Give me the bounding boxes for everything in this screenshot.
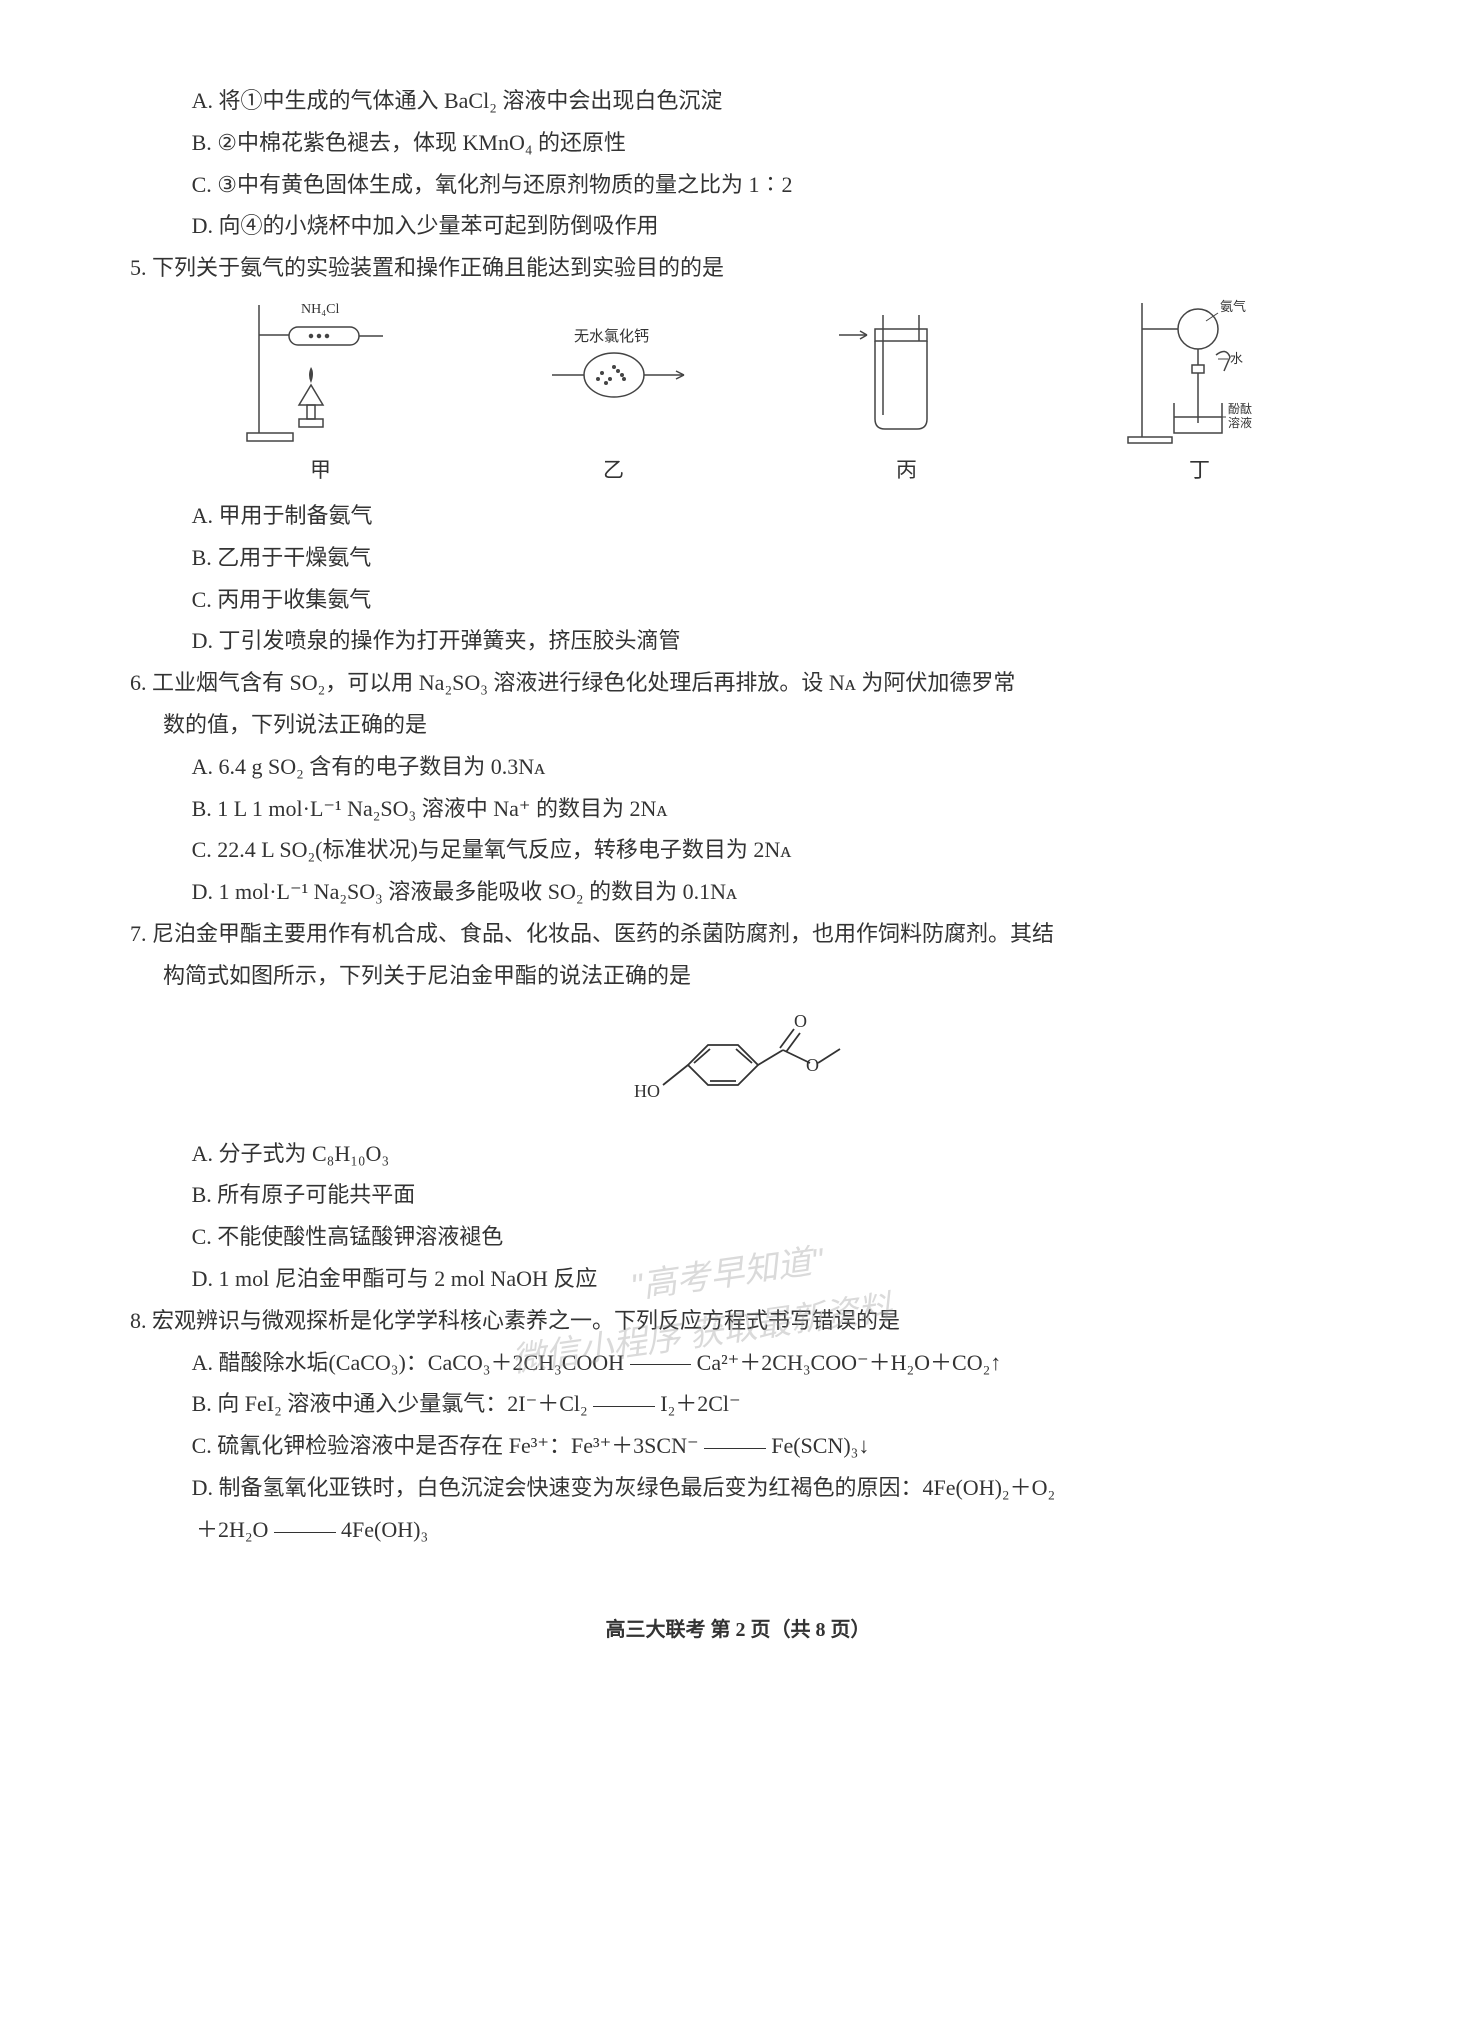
q7-stem-l2: 构简式如图所示，下列关于尼泊金甲酯的说法正确的是 (130, 955, 1346, 997)
gas-label: 氨气 (1220, 299, 1246, 314)
q8-a-post: Ca²⁺＋2CH₃COO⁻＋H₂O＋CO₂↑ (697, 1350, 1002, 1375)
q8-option-c: C. 硫氰化钾检验溶液中是否存在 Fe³⁺：Fe³⁺＋3SCN⁻ Fe(SCN)… (130, 1425, 1346, 1467)
q4-option-d: D. 向④的小烧杯中加入少量苯可起到防倒吸作用 (130, 205, 1346, 247)
O-double-label: O (794, 1011, 807, 1031)
diagram-label-bing: 丙 (896, 451, 917, 491)
q7-stem-l1: 7. 尼泊金甲酯主要用作有机合成、食品、化妆品、医药的杀菌防腐剂，也用作饲料防腐… (163, 913, 1346, 955)
q7-structure: HO O O (130, 1005, 1346, 1125)
q7-option-b: B. 所有原子可能共平面 (130, 1174, 1346, 1216)
q6-option-b: B. 1 L 1 mol·L⁻¹ Na₂SO₃ 溶液中 Na⁺ 的数目为 2Nᴀ (130, 788, 1346, 830)
q7-option-c: C. 不能使酸性高锰酸钾溶液褪色 (130, 1216, 1346, 1258)
q8-d-l2-post: 4Fe(OH)₃ (341, 1517, 428, 1542)
q5-option-b: B. 乙用于干燥氨气 (130, 537, 1346, 579)
apparatus-yi-icon: 无水氯化钙 (534, 295, 694, 445)
q5-option-d: D. 丁引发喷泉的操作为打开弹簧夹，挤压胶头滴管 (130, 620, 1346, 662)
apparatus-ding-icon: 氨气 水 酚酞 溶液 (1120, 295, 1280, 445)
q6-option-a: A. 6.4 g SO₂ 含有的电子数目为 0.3Nᴀ (130, 746, 1346, 788)
q5-diagram-bing: 丙 (827, 295, 987, 491)
apparatus-bing-icon (827, 295, 987, 445)
q8-a-pre: A. 醋酸除水垢(CaCO₃)：CaCO₃＋2CH₃COOH (192, 1350, 624, 1375)
q5-option-c: C. 丙用于收集氨气 (130, 579, 1346, 621)
q8-b-post: I₂＋2Cl⁻ (660, 1391, 740, 1416)
O-single-label: O (806, 1055, 819, 1075)
q8-d-l1: D. 制备氢氧化亚铁时，白色沉淀会快速变为灰绿色最后变为红褐色的原因：4Fe(O… (192, 1475, 1056, 1500)
q8-c-pre: C. 硫氰化钾检验溶液中是否存在 Fe³⁺：Fe³⁺＋3SCN⁻ (192, 1433, 699, 1458)
reagent-label: 无水氯化钙 (574, 328, 649, 345)
q5-diagram-yi: 无水氯化钙 乙 (534, 295, 694, 491)
diagram-label-yi: 乙 (603, 451, 624, 491)
q6-option-c: C. 22.4 L SO₂(标准状况)与足量氧气反应，转移电子数目为 2Nᴀ (130, 829, 1346, 871)
q5-diagram-jia: NH₄Cl 甲 (241, 295, 401, 491)
q5-option-a: A. 甲用于制备氨气 (130, 495, 1346, 537)
diagram-label-ding: 丁 (1189, 451, 1210, 491)
q8-b-pre: B. 向 FeI₂ 溶液中通入少量氯气：2I⁻＋Cl₂ (192, 1391, 588, 1416)
q5-diagrams: NH₄Cl 甲 (174, 301, 1346, 491)
q7-option-a: A. 分子式为 C₈H₁₀O₃ (130, 1133, 1346, 1175)
q6-option-d: D. 1 mol·L⁻¹ Na₂SO₃ 溶液最多能吸收 SO₂ 的数目为 0.1… (130, 871, 1346, 913)
apparatus-jia-icon: NH₄Cl (241, 295, 401, 445)
reagent-label: NH₄Cl (301, 302, 339, 317)
q5-stem: 5. 下列关于氨气的实验装置和操作正确且能达到实验目的的是 (163, 247, 1346, 289)
q8-d-l2-pre: ＋2H₂O (196, 1517, 268, 1542)
q8-stem: 8. 宏观辨识与微观探析是化学学科核心素养之一。下列反应方程式书写错误的是 (163, 1300, 1346, 1342)
page-footer: 高三大联考 第 2 页（共 8 页） (130, 1611, 1346, 1649)
q8-option-d-l2: ＋2H₂O 4Fe(OH)₃ (130, 1509, 1346, 1551)
q6-stem-l2: 数的值，下列说法正确的是 (130, 704, 1346, 746)
HO-label: HO (634, 1081, 660, 1101)
molecule-icon: HO O O (608, 1005, 868, 1125)
q8-c-post: Fe(SCN)₃↓ (771, 1433, 869, 1458)
q7-option-d: D. 1 mol 尼泊金甲酯可与 2 mol NaOH 反应 (130, 1258, 1346, 1300)
q8-option-a: A. 醋酸除水垢(CaCO₃)：CaCO₃＋2CH₃COOH Ca²⁺＋2CH₃… (130, 1342, 1346, 1384)
q8-option-d-l1: D. 制备氢氧化亚铁时，白色沉淀会快速变为灰绿色最后变为红褐色的原因：4Fe(O… (130, 1467, 1346, 1509)
page: A. 将①中生成的气体通入 BaCl₂ 溶液中会出现白色沉淀 B. ②中棉花紫色… (130, 80, 1346, 1649)
q6-stem-l1: 6. 工业烟气含有 SO₂，可以用 Na₂SO₃ 溶液进行绿色化处理后再排放。设… (163, 662, 1346, 704)
q4-option-a: A. 将①中生成的气体通入 BaCl₂ 溶液中会出现白色沉淀 (130, 80, 1346, 122)
sol-label-2: 溶液 (1228, 415, 1252, 430)
sol-label-1: 酚酞 (1228, 401, 1252, 416)
q8-option-b: B. 向 FeI₂ 溶液中通入少量氯气：2I⁻＋Cl₂ I₂＋2Cl⁻ (130, 1383, 1346, 1425)
diagram-label-jia: 甲 (310, 451, 331, 491)
q4-option-c: C. ③中有黄色固体生成，氧化剂与还原剂物质的量之比为 1∶2 (130, 164, 1346, 206)
q5-diagram-ding: 氨气 水 酚酞 溶液 丁 (1120, 295, 1280, 491)
q4-option-b: B. ②中棉花紫色褪去，体现 KMnO₄ 的还原性 (130, 122, 1346, 164)
water-label: 水 (1230, 351, 1243, 366)
